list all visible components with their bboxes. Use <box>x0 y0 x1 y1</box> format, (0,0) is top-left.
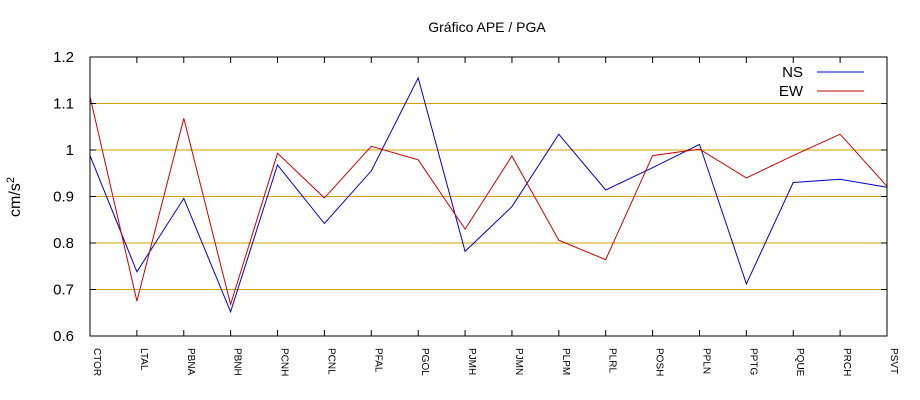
x-tick-label: PSVT <box>888 348 899 374</box>
y-axis-ticks: 0.6 0.7 0.8 0.9 1 1.1 1.2 <box>53 49 887 345</box>
x-tick-label: PJMN <box>513 348 524 375</box>
x-tick-label: PFAL <box>372 348 383 373</box>
y-tick-label: 1.1 <box>53 96 74 113</box>
x-tick-label: LTAL <box>138 348 149 371</box>
series-lines <box>89 76 888 314</box>
y-tick-label: 0.9 <box>53 189 74 206</box>
x-tick-label: PRCH <box>841 348 852 376</box>
legend-label-ew: EW <box>779 83 804 100</box>
x-tick-label: PCNL <box>325 348 336 375</box>
legend: NS EW <box>779 64 864 100</box>
y-tick-label: 0.7 <box>53 282 74 299</box>
x-tick-label: PJMH <box>466 348 477 375</box>
x-tick-label: POSH <box>654 348 665 376</box>
series-line-ew <box>89 96 888 307</box>
x-tick-label: CTOR <box>91 348 102 376</box>
y-axis-label: cm/s2 <box>5 177 24 217</box>
y-tick-label: 0.6 <box>53 328 74 345</box>
chart-title: Gráfico APE / PGA <box>428 19 546 35</box>
x-tick-label: PPTG <box>747 348 758 375</box>
x-tick-label: PBNH <box>232 348 243 376</box>
series-line-ns <box>89 76 888 314</box>
y-tick-label: 1 <box>66 142 74 159</box>
legend-label-ns: NS <box>782 64 803 81</box>
grid-lines <box>90 103 887 290</box>
x-axis-ticks: CTOR LTAL PBNA PBNH PCNH PCNL PFAL PGOL PJMH PJMN… <box>89 57 899 377</box>
x-tick-label: PGOL <box>419 348 430 376</box>
x-tick-label: PLRL <box>607 348 618 373</box>
y-tick-label: 1.2 <box>53 49 74 66</box>
x-tick-label: PBNA <box>185 348 196 376</box>
x-tick-label: PPLN <box>700 348 711 374</box>
y-tick-label: 0.8 <box>53 235 74 252</box>
x-tick-label: PLPM <box>560 348 571 375</box>
x-tick-label: PQUE <box>794 348 805 377</box>
x-tick-label: PCNH <box>279 348 290 376</box>
